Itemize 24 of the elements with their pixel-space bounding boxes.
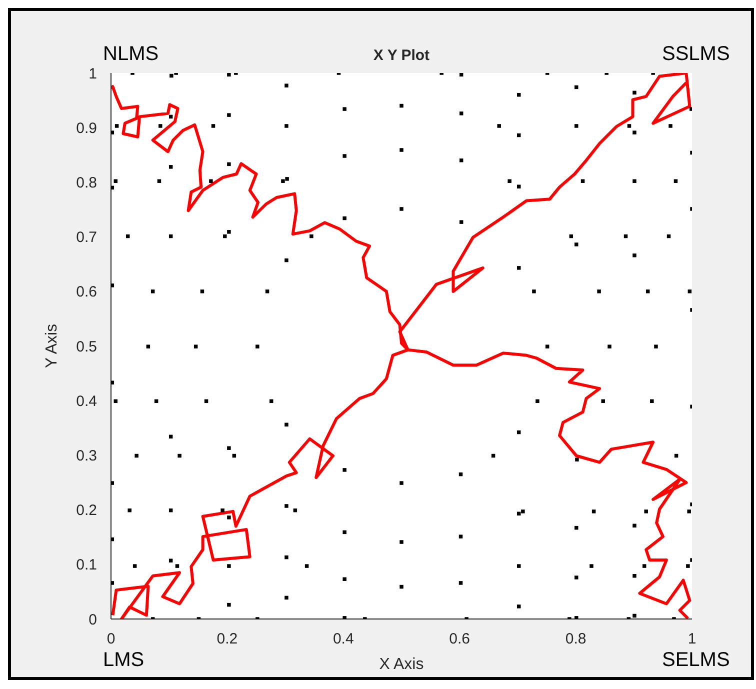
y-axis-title: Y Axis xyxy=(44,324,61,368)
x-axis-title: X Axis xyxy=(379,656,424,673)
y-tick-label: 0.6 xyxy=(76,284,97,301)
x-tick-label: 0 xyxy=(106,630,116,648)
y-tick-label: 0.1 xyxy=(76,556,97,574)
x-tick-label: 0.8 xyxy=(565,630,586,648)
text: LMS xyxy=(103,649,144,672)
y-tick-label: 1 xyxy=(88,65,97,82)
x-tick-label: 0.2 xyxy=(216,630,238,648)
y-tick-label: 0.8 xyxy=(76,174,97,192)
x-tick-label: 1 xyxy=(688,630,696,648)
text: SSLMS xyxy=(662,43,730,66)
y-tick-label: 0.3 xyxy=(76,448,97,465)
y-tick-label: 0.5 xyxy=(76,338,97,356)
x-tick-label: 0.6 xyxy=(449,630,470,648)
y-tick-label: 0.4 xyxy=(76,392,97,410)
y-tick-label: 0.2 xyxy=(76,502,97,520)
x-tick-label: 0.4 xyxy=(332,630,354,648)
y-tick-label: 0.7 xyxy=(76,229,97,246)
y-tick-label: 0.9 xyxy=(76,120,97,137)
text: NLMS xyxy=(103,43,159,66)
text: SELMS xyxy=(662,649,730,672)
chart-title: X Y Plot xyxy=(373,47,430,64)
y-tick-label: 0 xyxy=(88,611,97,628)
